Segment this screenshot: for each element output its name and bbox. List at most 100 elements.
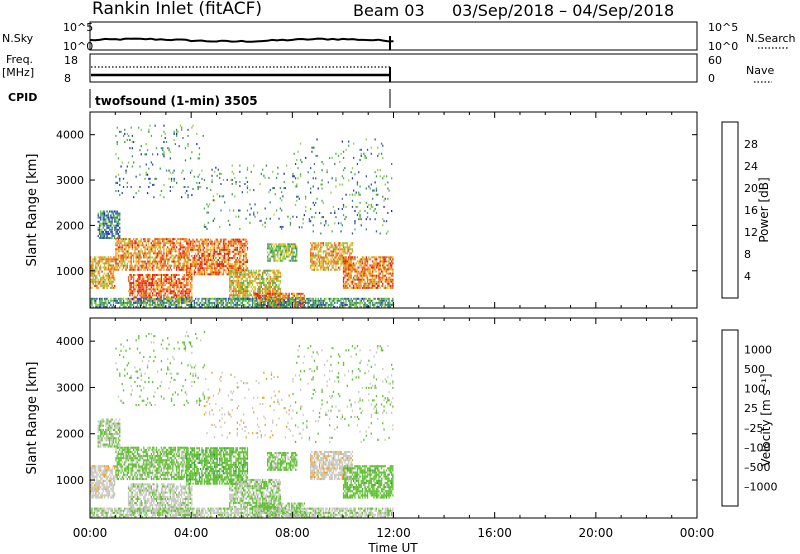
power-cell: [346, 280, 348, 283]
power-cell: [169, 290, 171, 293]
power-cell: [116, 216, 118, 219]
power-cell: [167, 240, 169, 243]
power-cell: [299, 298, 302, 301]
power-cell: [90, 280, 92, 283]
power-cell: [246, 277, 249, 280]
power-cell: [197, 267, 199, 270]
power-cell: [119, 244, 121, 247]
power-cell: [246, 187, 249, 190]
power-cell: [296, 294, 298, 297]
power-cell: [177, 306, 179, 308]
power-cell: [177, 290, 179, 293]
power-cell: [213, 265, 216, 268]
power-cell: [153, 297, 155, 300]
power-cell: [178, 256, 180, 259]
power-cell: [112, 297, 115, 300]
power-cell: [305, 306, 307, 308]
power-cell: [239, 286, 241, 288]
power-cell: [248, 271, 250, 274]
power-cell: [112, 301, 115, 304]
power-cell: [341, 260, 343, 263]
power-cell: [105, 284, 107, 287]
power-cell: [110, 224, 112, 227]
power-cell: [234, 297, 236, 300]
power-cell: [162, 254, 164, 257]
power-cell: [134, 294, 136, 297]
power-cell: [334, 268, 336, 271]
power-cell: [246, 269, 249, 272]
power-cell: [378, 274, 380, 277]
power-cell: [268, 296, 270, 299]
power-cell: [289, 259, 292, 262]
power-cell: [146, 252, 149, 255]
power-cell: [249, 213, 251, 216]
power-cell: [230, 301, 232, 304]
power-cell: [139, 276, 141, 278]
power-cell: [164, 238, 166, 241]
power-cell: [109, 278, 111, 281]
power-cell: [103, 266, 106, 269]
power-cell: [253, 292, 255, 295]
power-cell: [278, 303, 280, 305]
power-cell: [173, 303, 175, 306]
power-cell: [307, 303, 309, 306]
power-cell: [299, 175, 302, 178]
power-cell: [100, 284, 102, 287]
power-cell: [177, 303, 179, 306]
power-cell: [126, 256, 128, 259]
power-cell: [165, 169, 168, 172]
power-cell: [250, 306, 252, 308]
power-cell: [169, 238, 171, 241]
power-cell: [244, 250, 246, 253]
power-cell: [186, 263, 188, 266]
power-cell: [345, 268, 347, 271]
power-cell: [176, 274, 178, 276]
power-cell: [148, 278, 150, 281]
power-cell: [240, 269, 242, 272]
power-cell: [109, 210, 111, 213]
power-cell: [235, 281, 237, 284]
power-cell: [162, 266, 164, 269]
power-cell: [174, 248, 176, 251]
power-cell: [146, 238, 149, 241]
power-cell: [339, 254, 341, 257]
power-cell: [109, 260, 111, 263]
power-cell: [145, 297, 147, 300]
power-cell: [231, 267, 233, 270]
power-cell: [158, 240, 160, 243]
power-cell: [310, 191, 312, 194]
power-cell: [115, 252, 117, 255]
power-cell: [160, 299, 163, 302]
power-cell: [232, 292, 235, 295]
power-cell: [155, 242, 158, 245]
power-cell: [278, 247, 280, 250]
power-cell: [281, 245, 283, 248]
power-cell: [90, 282, 92, 285]
power-cell: [119, 299, 121, 302]
power-cell: [378, 268, 380, 271]
power-cell: [385, 278, 388, 281]
power-cell: [230, 238, 232, 241]
power-cell: [143, 296, 145, 299]
power-cell: [356, 256, 359, 259]
power-cell: [359, 284, 361, 287]
power-cell: [177, 301, 179, 304]
power-cell: [91, 286, 93, 289]
power-cell: [358, 282, 360, 285]
power-cell: [195, 257, 197, 259]
power-cell: [159, 238, 161, 241]
power-cell: [189, 288, 192, 291]
power-cell: [349, 306, 351, 308]
power-cell: [239, 299, 241, 302]
power-cell: [173, 169, 175, 172]
power-cell: [101, 214, 103, 217]
power-cell: [388, 303, 390, 306]
power-cell: [112, 258, 115, 261]
power-cell: [315, 297, 317, 300]
power-cell: [293, 301, 295, 304]
power-cell: [273, 281, 275, 284]
power-cell: [369, 264, 371, 267]
power-cell: [163, 250, 165, 253]
power-cell: [179, 238, 182, 241]
power-cell: [103, 232, 106, 235]
